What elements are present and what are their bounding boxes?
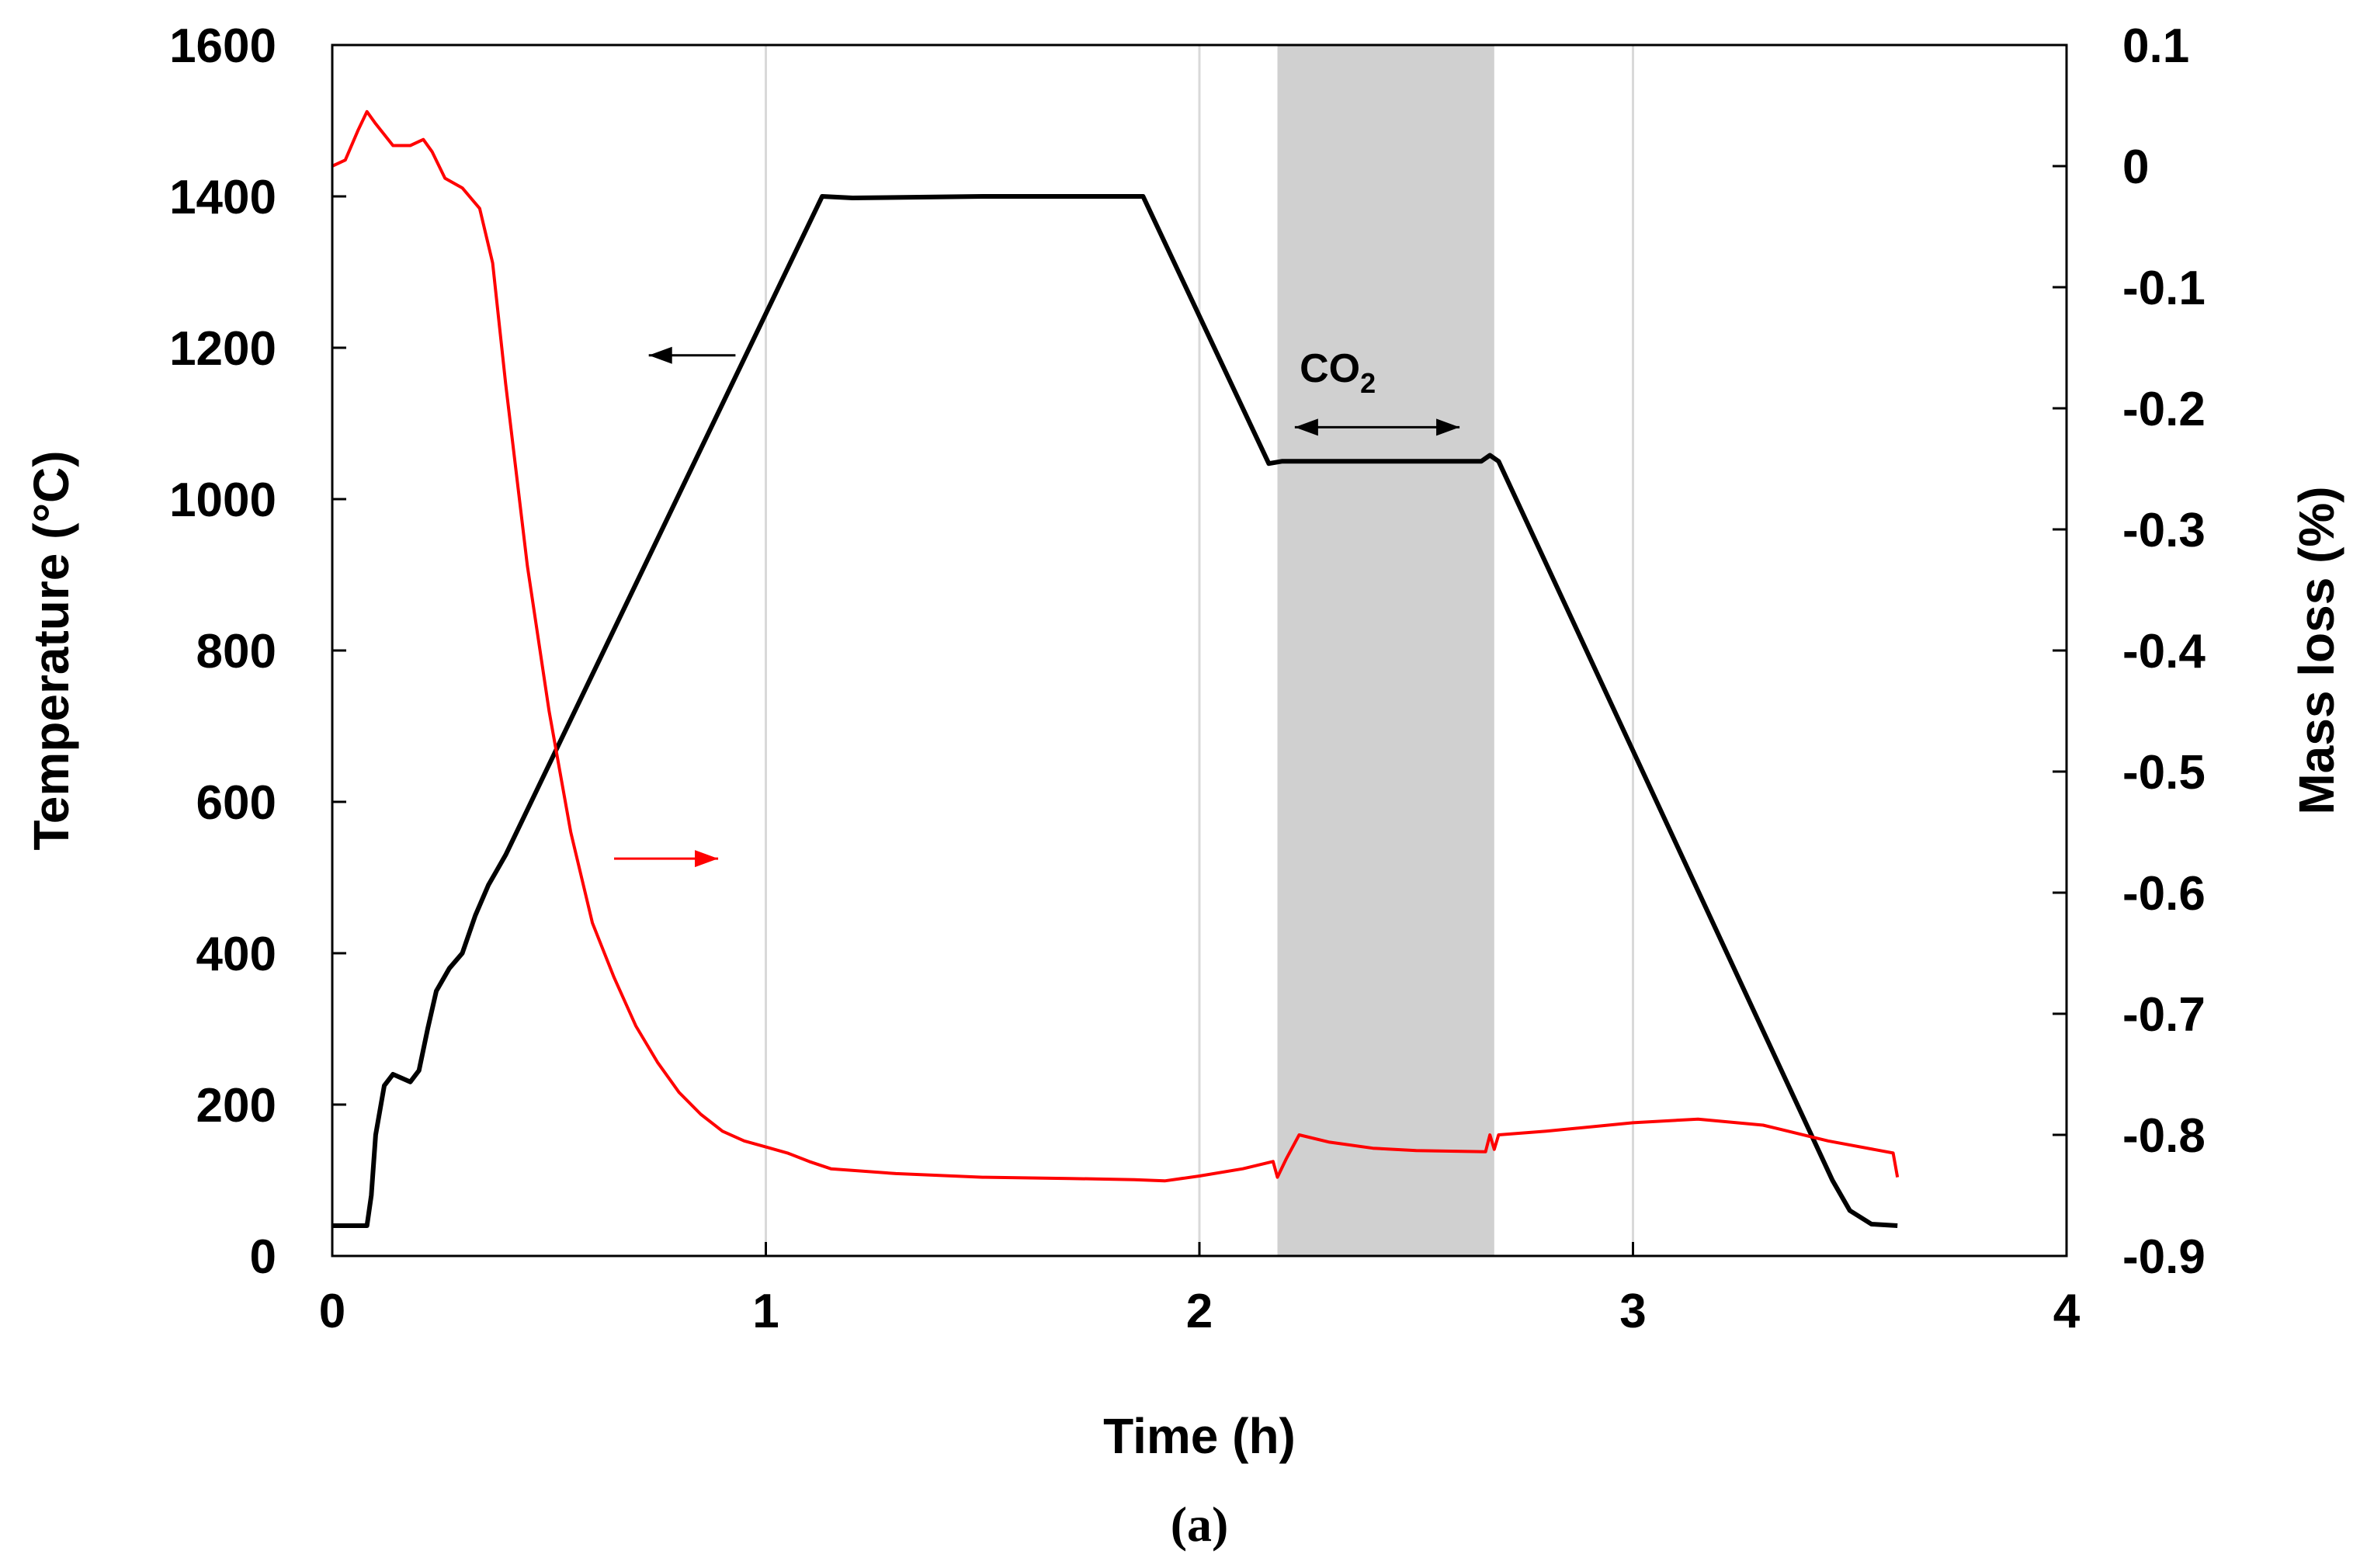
x-tick-label: 3 — [1619, 1285, 1646, 1338]
co2-label: CO2 — [1300, 346, 1376, 399]
y-right-tick-label: -0.7 — [2122, 988, 2206, 1042]
temperature-axis-arrow-head — [648, 346, 672, 364]
co2-label-subscript: 2 — [1360, 367, 1376, 399]
y-left-tick-label: 1000 — [169, 474, 276, 527]
y-right-tick-label: -0.1 — [2122, 262, 2206, 315]
co2-span-arrow-head-right — [1436, 418, 1460, 436]
y-right-tick-label: 0 — [2122, 140, 2149, 194]
y-right-tick-label: -0.2 — [2122, 383, 2206, 436]
co2-label-main: CO — [1300, 346, 1360, 391]
y-right-tick-label: -0.4 — [2122, 625, 2206, 678]
y-left-axis-title: Temperature (°C) — [23, 450, 79, 850]
y-left-tick-label: 1600 — [169, 19, 276, 73]
x-tick-label: 0 — [319, 1285, 345, 1338]
y-right-tick-label: 0.1 — [2122, 19, 2189, 73]
x-axis-title: Time (h) — [1103, 1408, 1296, 1464]
x-tick-label: 4 — [2053, 1285, 2081, 1338]
y-right-tick-label: -0.5 — [2122, 746, 2206, 800]
figure-caption: (a) — [1171, 1497, 1229, 1552]
ticks-layer: 0 1 2 3 4 0 200 400 600 800 1000 1200 1400 1600 -0.9 -0… — [169, 19, 2206, 1338]
y-left-tick-label: 800 — [196, 625, 276, 678]
y-left-tick-label: 600 — [196, 776, 276, 830]
mass-loss-series-line — [331, 109, 1900, 1183]
y-right-tick-label: -0.6 — [2122, 867, 2206, 921]
x-tick-label: 2 — [1186, 1285, 1213, 1338]
series-layer — [331, 109, 1900, 1228]
co2-span-arrow-head-left — [1294, 418, 1318, 436]
co2-shaded-region — [1277, 45, 1494, 1256]
y-left-tick-label: 400 — [196, 928, 276, 981]
y-right-tick-label: -0.3 — [2122, 504, 2206, 557]
y-left-tick-label: 0 — [250, 1230, 276, 1284]
mass-loss-axis-arrow-head — [695, 850, 719, 868]
y-left-tick-label: 200 — [196, 1079, 276, 1133]
temperature-series-line — [332, 194, 1898, 1228]
y-left-tick-label: 1200 — [169, 322, 276, 376]
grid-layer — [765, 45, 1634, 1256]
y-right-axis-title: Mass loss (%) — [2289, 486, 2344, 814]
y-right-tick-label: -0.9 — [2122, 1230, 2206, 1284]
annotation-layer — [614, 346, 1460, 868]
y-right-tick-label: -0.8 — [2122, 1109, 2206, 1163]
x-tick-label: 1 — [752, 1285, 779, 1338]
y-left-tick-label: 1400 — [169, 171, 276, 224]
